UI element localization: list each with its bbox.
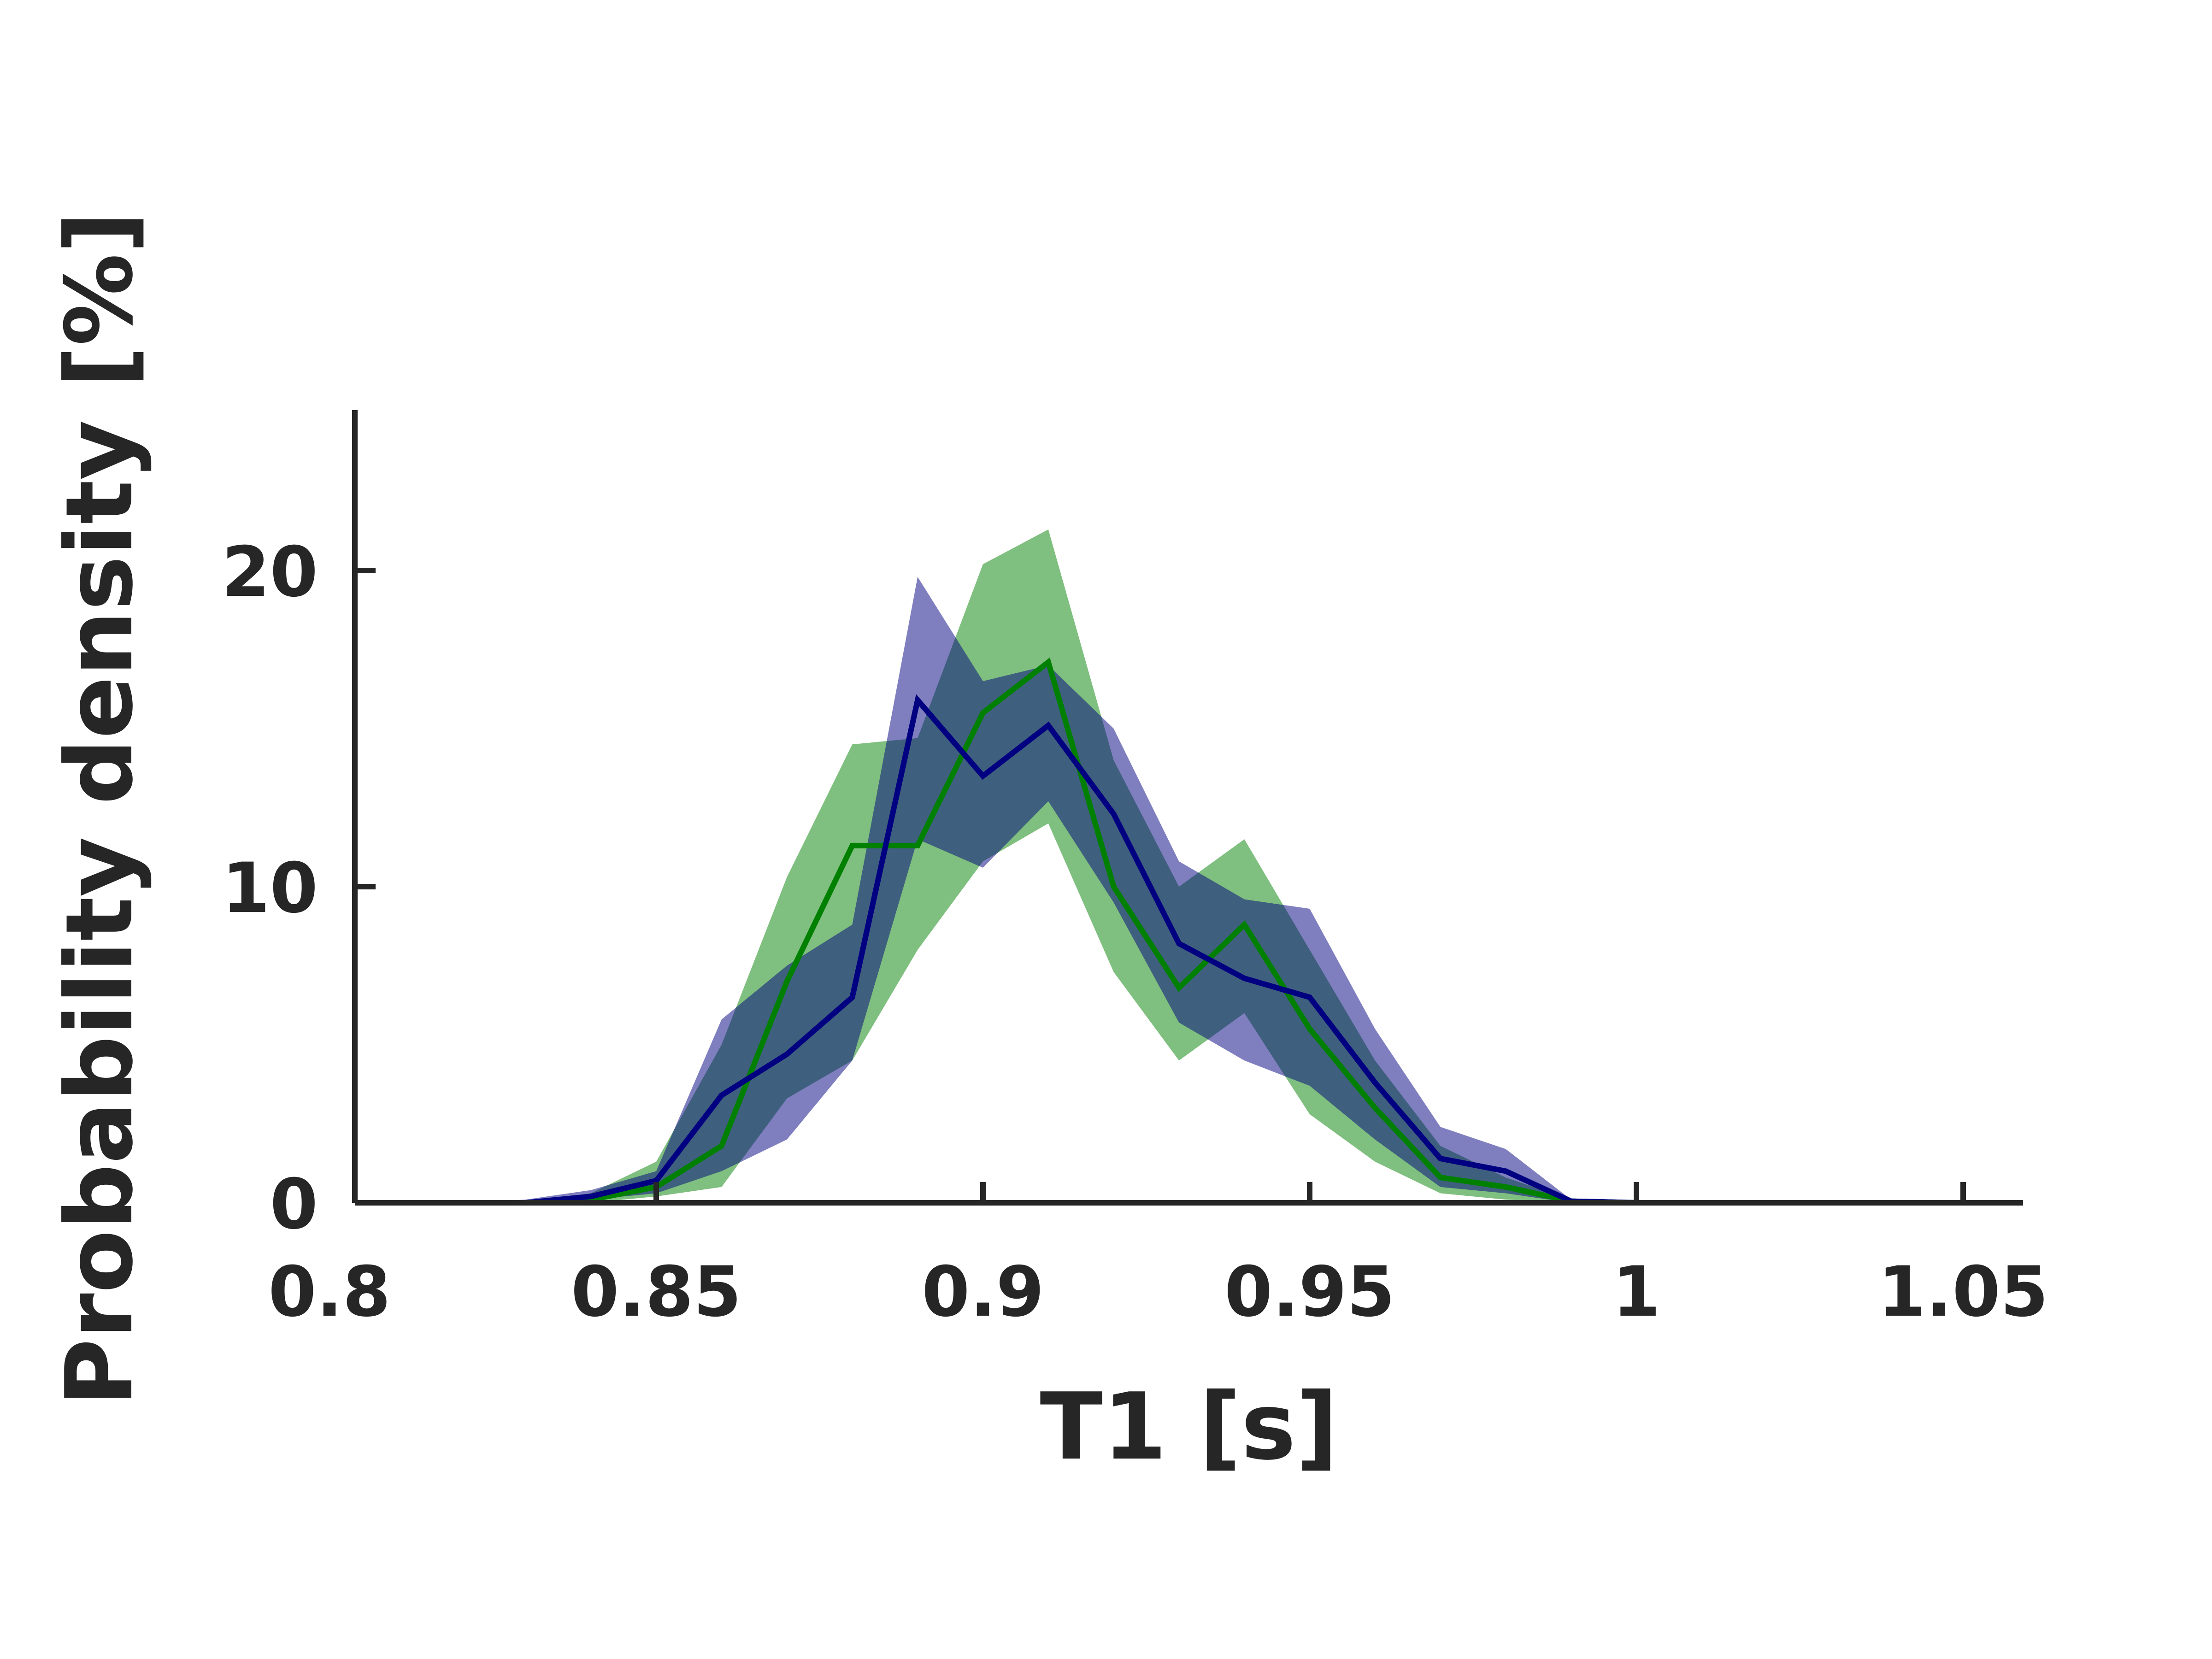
- x-tick-label: 0.95: [1224, 1252, 1395, 1332]
- confidence-bands: [394, 529, 1963, 1203]
- y-tick-label: 10: [222, 848, 318, 929]
- x-ticks: 0.8 0.85 0.9 0.95 1 1.05: [268, 1182, 2048, 1332]
- x-tick-label: 1.05: [1878, 1252, 2048, 1332]
- x-tick-label: 0.9: [922, 1252, 1044, 1332]
- series-2-band: [394, 577, 1963, 1203]
- y-ticks: 0 10 20: [222, 532, 376, 1245]
- y-tick-label: 20: [222, 532, 318, 612]
- x-tick-label: 0.85: [571, 1252, 741, 1332]
- axes: [352, 410, 2023, 1206]
- x-axis-label: T1 [s]: [1040, 1373, 1338, 1481]
- x-tick-label: 1: [1612, 1252, 1660, 1332]
- y-axis-label: Probability density [%]: [46, 212, 153, 1406]
- x-tick-label: 0.8: [268, 1252, 391, 1332]
- y-tick-label: 0: [270, 1165, 318, 1245]
